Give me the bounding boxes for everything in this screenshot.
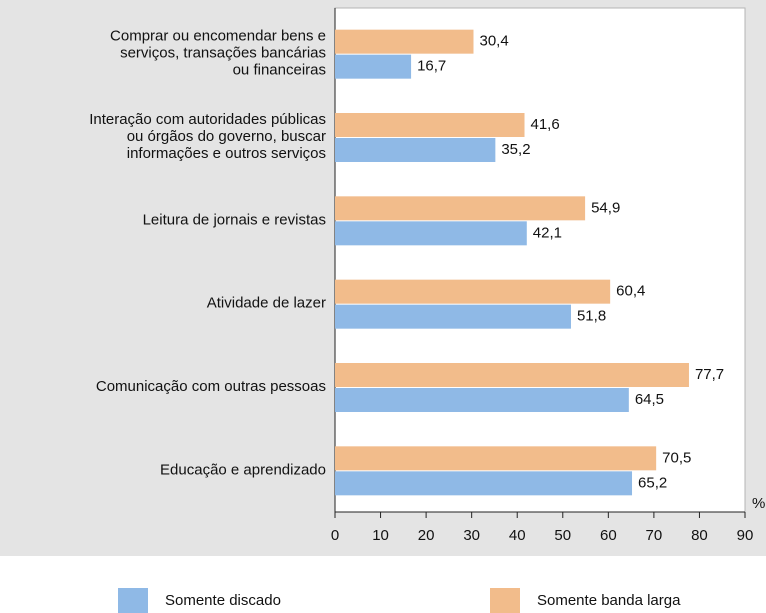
bar (335, 113, 525, 137)
x-tick-label: 0 (331, 527, 339, 544)
x-tick-label: 50 (554, 527, 571, 544)
plot-area (334, 7, 746, 513)
value-label: 42,1 (533, 224, 562, 241)
bar (335, 221, 527, 246)
x-axis-unit: % (752, 495, 765, 512)
bar (335, 279, 611, 304)
bar (335, 304, 571, 329)
value-label: 65,2 (638, 474, 667, 491)
y-tick-label: Comprar ou encomendar bens e serviços, tr… (110, 28, 326, 79)
value-label: 60,4 (616, 283, 645, 300)
bar (335, 388, 629, 412)
y-tick-label: Comunicação com outras pessoas (96, 378, 326, 395)
bar (335, 138, 496, 162)
y-tick-label: Leitura de jornais e revistas (143, 211, 326, 228)
value-label: 64,5 (635, 391, 664, 408)
value-label: 77,7 (695, 366, 724, 383)
legend-label: Somente discado (165, 592, 281, 609)
value-label: 30,4 (479, 33, 508, 50)
x-tick-label: 70 (646, 527, 663, 544)
y-tick-label: Educação e aprendizado (160, 461, 326, 478)
value-label: 16,7 (417, 58, 446, 75)
bar (335, 471, 633, 496)
y-tick-label: Interação com autoridades públicas ou órg… (89, 111, 326, 162)
x-tick-label: 90 (737, 527, 754, 544)
bar (335, 363, 689, 387)
bar (335, 196, 586, 221)
legend-swatch (118, 588, 148, 613)
x-tick-label: 80 (691, 527, 708, 544)
x-tick-label: 10 (372, 527, 389, 544)
value-label: 51,8 (577, 308, 606, 325)
x-tick-label: 30 (463, 527, 480, 544)
y-tick-label: Atividade de lazer (207, 295, 326, 312)
x-tick-label: 40 (509, 527, 526, 544)
x-tick-label: 60 (600, 527, 617, 544)
value-label: 70,5 (662, 449, 691, 466)
value-label: 41,6 (531, 116, 560, 133)
x-tick-label: 20 (418, 527, 435, 544)
bar (335, 29, 474, 54)
value-label: 35,2 (501, 141, 530, 158)
bar (335, 446, 657, 471)
legend-label: Somente banda larga (537, 592, 681, 609)
value-label: 54,9 (591, 199, 620, 216)
legend-swatch (490, 588, 520, 613)
bar (335, 54, 412, 79)
